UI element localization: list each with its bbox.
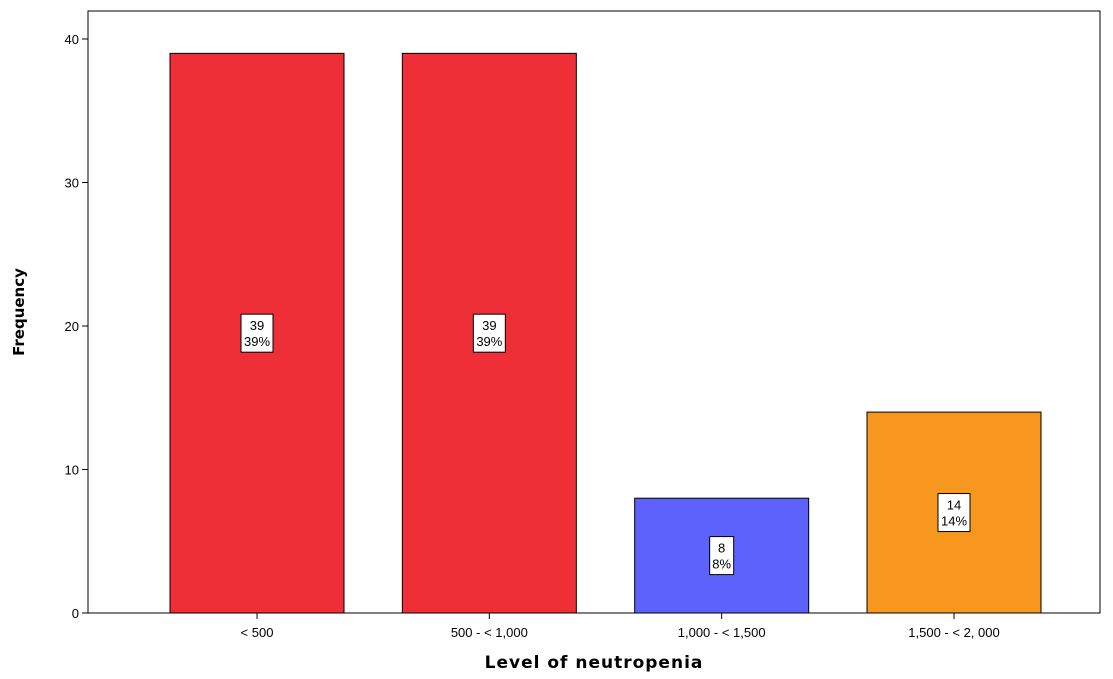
x-tick-label: < 500: [241, 625, 274, 640]
bar-data-label-box: [472, 313, 506, 353]
y-tick-label: 10: [65, 463, 79, 478]
bar-percent-label: 39%: [244, 334, 270, 349]
x-axis-title: Level of neutropenia: [485, 653, 704, 673]
bar-data-label-box: [240, 313, 274, 353]
bar-count-label: 39: [482, 318, 496, 333]
bars-group: [169, 52, 1042, 614]
y-axis-title: Frequency: [10, 268, 28, 356]
bar: [169, 52, 345, 614]
y-tick-label: 40: [65, 32, 79, 47]
x-axis-ticks: < 500 500 - < 1,000 1,000 - < 1,500 1,500 -…: [241, 613, 1000, 640]
bar-data-label-box: [709, 536, 735, 576]
x-tick-label: 1,500 - < 2, 000: [908, 625, 999, 640]
bar-count-label: 8: [718, 541, 725, 556]
x-tick-label: 1,000 - < 1,500: [678, 625, 766, 640]
y-tick-label: 20: [65, 319, 79, 334]
x-tick-label: 500 - < 1,000: [451, 625, 528, 640]
bar-data-label-box: [937, 493, 971, 533]
bar-percent-label: 8%: [712, 557, 731, 572]
y-tick-label: 30: [65, 176, 79, 191]
bar-count-label: 39: [250, 318, 264, 333]
y-axis-ticks: 0 10 20 30 40: [65, 32, 88, 621]
y-tick-label: 0: [72, 606, 79, 621]
bar-percent-label: 14%: [941, 514, 967, 529]
bar-percent-label: 39%: [476, 334, 502, 349]
bar-count-label: 14: [947, 498, 961, 513]
plot-area-frame: [87, 10, 1101, 614]
